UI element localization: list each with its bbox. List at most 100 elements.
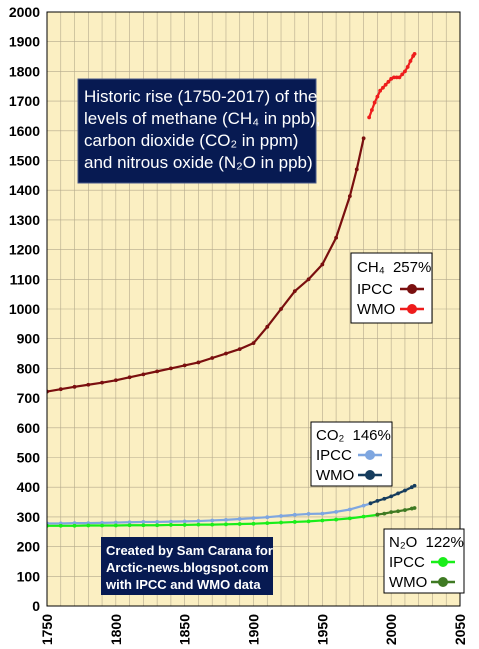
data-point: [127, 523, 132, 528]
svg-text:CO₂ 146%: CO₂ 146%: [316, 427, 391, 444]
data-point: [100, 523, 104, 528]
y-tick-label: 1600: [9, 123, 40, 139]
data-point: [86, 382, 91, 387]
data-point: [100, 380, 104, 385]
legend-marker: [407, 284, 417, 294]
data-point: [368, 501, 373, 506]
data-point: [378, 88, 383, 93]
y-tick-label: 400: [17, 479, 41, 495]
data-point: [292, 520, 297, 524]
data-point: [361, 503, 366, 508]
y-tick-label: 1700: [9, 93, 40, 109]
data-point: [320, 262, 325, 267]
data-point: [169, 523, 173, 527]
legend-gas-label: CH₄: [357, 259, 385, 276]
credit-box: [101, 537, 273, 595]
data-point: [403, 508, 407, 512]
data-point: [412, 51, 417, 56]
data-point: [334, 517, 338, 522]
data-point: [141, 523, 146, 528]
data-point: [210, 518, 215, 523]
data-point: [196, 519, 201, 523]
data-point: [224, 517, 228, 522]
y-tick-label: 300: [17, 509, 41, 525]
data-point: [372, 100, 377, 105]
title-line-2: levels of methane (CH₄ in ppb),: [84, 109, 321, 128]
legend-co2: CO₂ 146% IPCC WMO: [310, 421, 393, 487]
legend-ch4: CH₄ 257% IPCC WMO: [350, 252, 433, 324]
data-point: [403, 488, 407, 493]
data-point: [367, 115, 372, 120]
data-point: [265, 324, 270, 329]
svg-text:CH₄ 257%: CH₄ 257%: [357, 259, 431, 276]
data-point: [196, 360, 201, 365]
data-point: [369, 108, 374, 112]
data-point: [196, 522, 201, 527]
data-point: [100, 520, 104, 525]
data-point: [397, 75, 402, 80]
data-point: [292, 289, 297, 294]
data-point: [72, 521, 77, 526]
data-point: [72, 523, 77, 528]
data-point: [155, 520, 160, 524]
y-tick-label: 600: [17, 420, 41, 436]
legend-line-swatch: [431, 557, 455, 567]
data-point: [292, 512, 297, 517]
data-point: [408, 59, 413, 63]
data-point: [400, 72, 405, 77]
y-tick-label: 1900: [9, 34, 40, 50]
data-point: [347, 507, 352, 512]
data-series: [47, 51, 417, 528]
svg-text:Historic rise (1750-2017) of t: Historic rise (1750-2017) of the levels …: [84, 87, 325, 172]
data-point: [375, 94, 380, 99]
data-point: [113, 378, 118, 383]
y-tick-label: 1400: [9, 182, 40, 198]
legend-marker: [438, 577, 448, 587]
legend-line-swatch: [358, 470, 382, 480]
data-point: [58, 387, 63, 392]
legend-entry-label: WMO: [389, 574, 427, 591]
legend-entry-label: WMO: [316, 467, 354, 484]
data-point: [237, 517, 242, 521]
credit-line-3: with IPCC and WMO data: [105, 577, 261, 592]
data-point: [306, 277, 311, 282]
legend-gas-label: CO₂: [316, 427, 345, 444]
data-point: [237, 522, 242, 526]
x-tick-label: 1900: [246, 614, 262, 645]
data-point: [182, 523, 187, 527]
data-point: [127, 520, 132, 525]
data-point: [169, 519, 173, 524]
data-point: [127, 375, 132, 380]
data-point: [182, 363, 187, 368]
data-point: [412, 506, 417, 510]
data-point: [386, 79, 391, 84]
data-point: [86, 523, 91, 528]
y-axis: 0 100 200 300 400 500 600 700 800 900 1000 1100 1200…: [9, 4, 40, 614]
y-tick-label: 1100: [10, 271, 41, 287]
data-point: [334, 509, 338, 514]
data-point: [375, 498, 380, 503]
data-point: [381, 85, 385, 90]
y-tick-label: 800: [17, 360, 41, 376]
data-point: [155, 523, 160, 528]
data-point: [383, 82, 388, 87]
legend-line-swatch: [358, 450, 382, 460]
svg-text:Created by Sam Carana for: Created by Sam Carana for Arctic-news.bl…: [105, 543, 277, 592]
data-point: [224, 351, 228, 356]
y-tick-label: 2000: [9, 4, 40, 20]
legend-entry-label: IPCC: [357, 281, 393, 298]
data-point: [382, 496, 387, 501]
y-tick-label: 900: [17, 331, 41, 347]
data-point: [334, 235, 338, 240]
x-tick-label: 1850: [177, 614, 193, 645]
data-point: [361, 514, 366, 519]
title-box: [77, 78, 317, 184]
legend-n2o: N₂O 122% IPCC WMO: [383, 528, 465, 594]
x-tick-label: 2000: [383, 614, 399, 645]
legend-increase-label: 146%: [353, 427, 391, 444]
credit-line-1: Created by Sam Carana for: [106, 543, 273, 558]
data-point: [113, 520, 118, 525]
data-point: [389, 494, 394, 499]
data-point: [396, 509, 400, 514]
